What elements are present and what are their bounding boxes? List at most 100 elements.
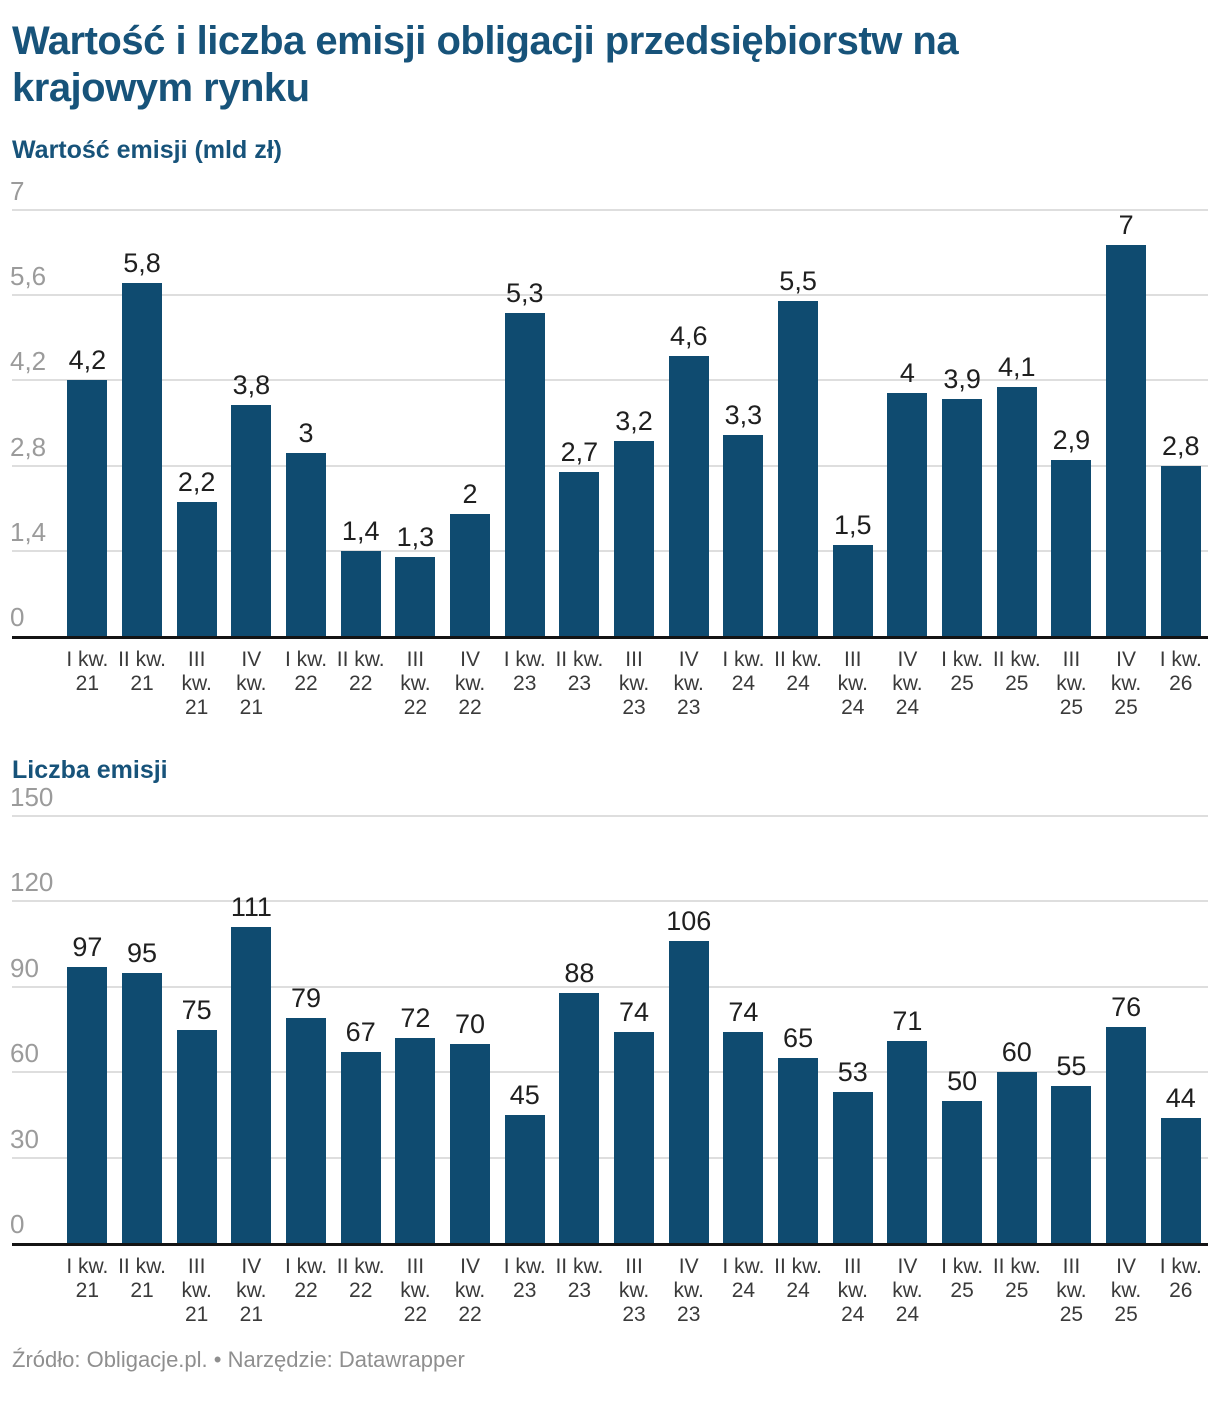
x-tick-line: IV — [1116, 648, 1137, 671]
x-tick-label: IV kw. 25 — [1099, 648, 1154, 720]
bar — [723, 1032, 764, 1243]
bar — [231, 927, 272, 1243]
bar-value-label: 75 — [181, 994, 212, 1025]
x-tick-line: II kw. — [992, 1255, 1041, 1278]
x-tick-line: kw. — [618, 1279, 650, 1302]
bar-value-label: 3,9 — [943, 363, 981, 394]
chart-section-value: Wartość emisji (mld zł) 0 1,4 2,8 4,2 5,6 7 4,… — [10, 136, 1208, 720]
bar — [1160, 465, 1201, 636]
x-tick-line: 22 — [403, 1303, 428, 1326]
bar-slot: 70 — [443, 816, 498, 1243]
x-tick-line: 21 — [185, 696, 209, 719]
bar-slot: 50 — [935, 816, 990, 1243]
x-tick-line: 22 — [294, 1279, 318, 1302]
bar-value-label: 2,2 — [177, 467, 216, 498]
x-tick-line: kw. — [1110, 1279, 1142, 1302]
x-tick-line: 25 — [950, 1279, 974, 1302]
gridline — [12, 294, 1208, 297]
x-tick-line: II kw. — [774, 648, 822, 671]
x-tick-label: I kw. 25 — [935, 648, 990, 720]
x-tick-line: kw. — [892, 672, 923, 695]
gridline — [12, 464, 1208, 467]
x-tick-line: kw. — [892, 1279, 923, 1302]
x-tick-line: II kw. — [336, 1255, 385, 1278]
bar-value-label: 3 — [298, 418, 314, 449]
x-tick-label: II kw. 25 — [989, 1255, 1044, 1327]
bar — [231, 404, 272, 636]
x-tick-line: 21 — [130, 1279, 154, 1302]
bar-slot: 88 — [552, 816, 607, 1243]
bar — [67, 966, 108, 1243]
bar-value-label: 65 — [783, 1022, 814, 1053]
x-tick-line: II kw. — [992, 648, 1041, 671]
bar-value-label: 7 — [1118, 210, 1134, 240]
bar — [559, 992, 600, 1243]
x-tick-line: 22 — [458, 1303, 482, 1326]
bar-slot: 74 — [716, 816, 771, 1243]
bar-slot: 2 — [443, 210, 498, 636]
bar-value-label: 44 — [1165, 1082, 1196, 1113]
chart-section-count: Liczba emisji 0 30 60 90 120 150 97 95 75 111 79 67… — [10, 756, 1208, 1327]
x-tick-label: I kw. 25 — [935, 1255, 990, 1327]
bar-value-label: 72 — [400, 1003, 431, 1034]
bar-slot: 3,8 — [224, 210, 279, 636]
x-tick-line: kw. — [236, 672, 267, 695]
bar — [723, 435, 764, 636]
bar — [1160, 1117, 1201, 1243]
gridline — [12, 815, 1208, 817]
x-tick-line: 21 — [185, 1303, 209, 1326]
x-tick-line: 25 — [1114, 1303, 1138, 1326]
x-tick-line: III — [843, 1255, 862, 1278]
bar-slot: 79 — [279, 816, 334, 1243]
bar-slot: 2,7 — [552, 210, 607, 636]
bar-value-label: 3,3 — [724, 400, 763, 431]
bar-value-label: 5,5 — [779, 266, 817, 297]
x-tick-line: 23 — [622, 1303, 646, 1326]
bar-value-label: 67 — [345, 1017, 376, 1048]
x-tick-line: I kw. — [941, 1255, 984, 1278]
bar — [286, 453, 327, 636]
bar-slot: 67 — [333, 816, 388, 1243]
x-tick-line: kw. — [454, 1279, 486, 1302]
bar-slot: 97 — [60, 816, 115, 1243]
bar-value-label: 45 — [509, 1079, 540, 1110]
x-tick-label: I kw. 22 — [279, 648, 334, 720]
x-tick-line: 26 — [1169, 672, 1193, 695]
x-tick-label: IV kw. 21 — [224, 648, 279, 720]
x-tick-line: 24 — [786, 672, 810, 695]
bar — [778, 1057, 819, 1243]
x-tick-label: II kw. 23 — [552, 1255, 607, 1327]
x-tick-label: II kw. 22 — [333, 648, 388, 720]
x-tick-label: I kw. 26 — [1153, 1255, 1208, 1327]
bar-slot: 65 — [771, 816, 826, 1243]
x-tick-line: kw. — [1110, 672, 1142, 695]
bar-slot: 4,6 — [661, 210, 716, 636]
x-tick-line: III — [625, 648, 643, 671]
x-tick-line: 23 — [622, 696, 646, 719]
x-tick-line: 26 — [1169, 1279, 1193, 1302]
x-tick-label: III kw. 22 — [388, 648, 443, 720]
bar-value-label: 60 — [1001, 1037, 1032, 1068]
x-tick-label: II kw. 21 — [115, 1255, 170, 1327]
bar-value-label: 71 — [892, 1005, 923, 1036]
bar — [176, 1029, 217, 1243]
x-tick-line: 23 — [567, 672, 592, 695]
x-tick-line: kw. — [618, 672, 650, 695]
gridline — [12, 985, 1208, 988]
x-tick-label: I kw. 23 — [497, 648, 552, 720]
bar-value-label: 70 — [455, 1008, 486, 1039]
x-tick-line: I kw. — [503, 1255, 546, 1278]
bar-slot: 2,2 — [169, 210, 224, 636]
bar-value-label: 4,1 — [997, 351, 1036, 382]
plot-area-count: 0 30 60 90 120 150 97 95 75 111 79 67 72 70 45 88 74 106 7… — [10, 783, 1208, 1246]
bar-slot: 3,2 — [607, 210, 662, 636]
bar-slot: 75 — [169, 816, 224, 1243]
bar — [887, 1040, 928, 1243]
x-tick-line: I kw. — [503, 648, 546, 671]
bar-value-label: 4,2 — [68, 345, 107, 376]
y-tick-label: 90 — [10, 952, 39, 983]
source-attribution: Źródło: Obligacje.pl. • Narzędzie: Dataw… — [12, 1347, 465, 1372]
x-tick-line: 23 — [677, 1303, 701, 1326]
y-tick-label: 30 — [10, 1123, 39, 1154]
gridline — [12, 1156, 1208, 1159]
